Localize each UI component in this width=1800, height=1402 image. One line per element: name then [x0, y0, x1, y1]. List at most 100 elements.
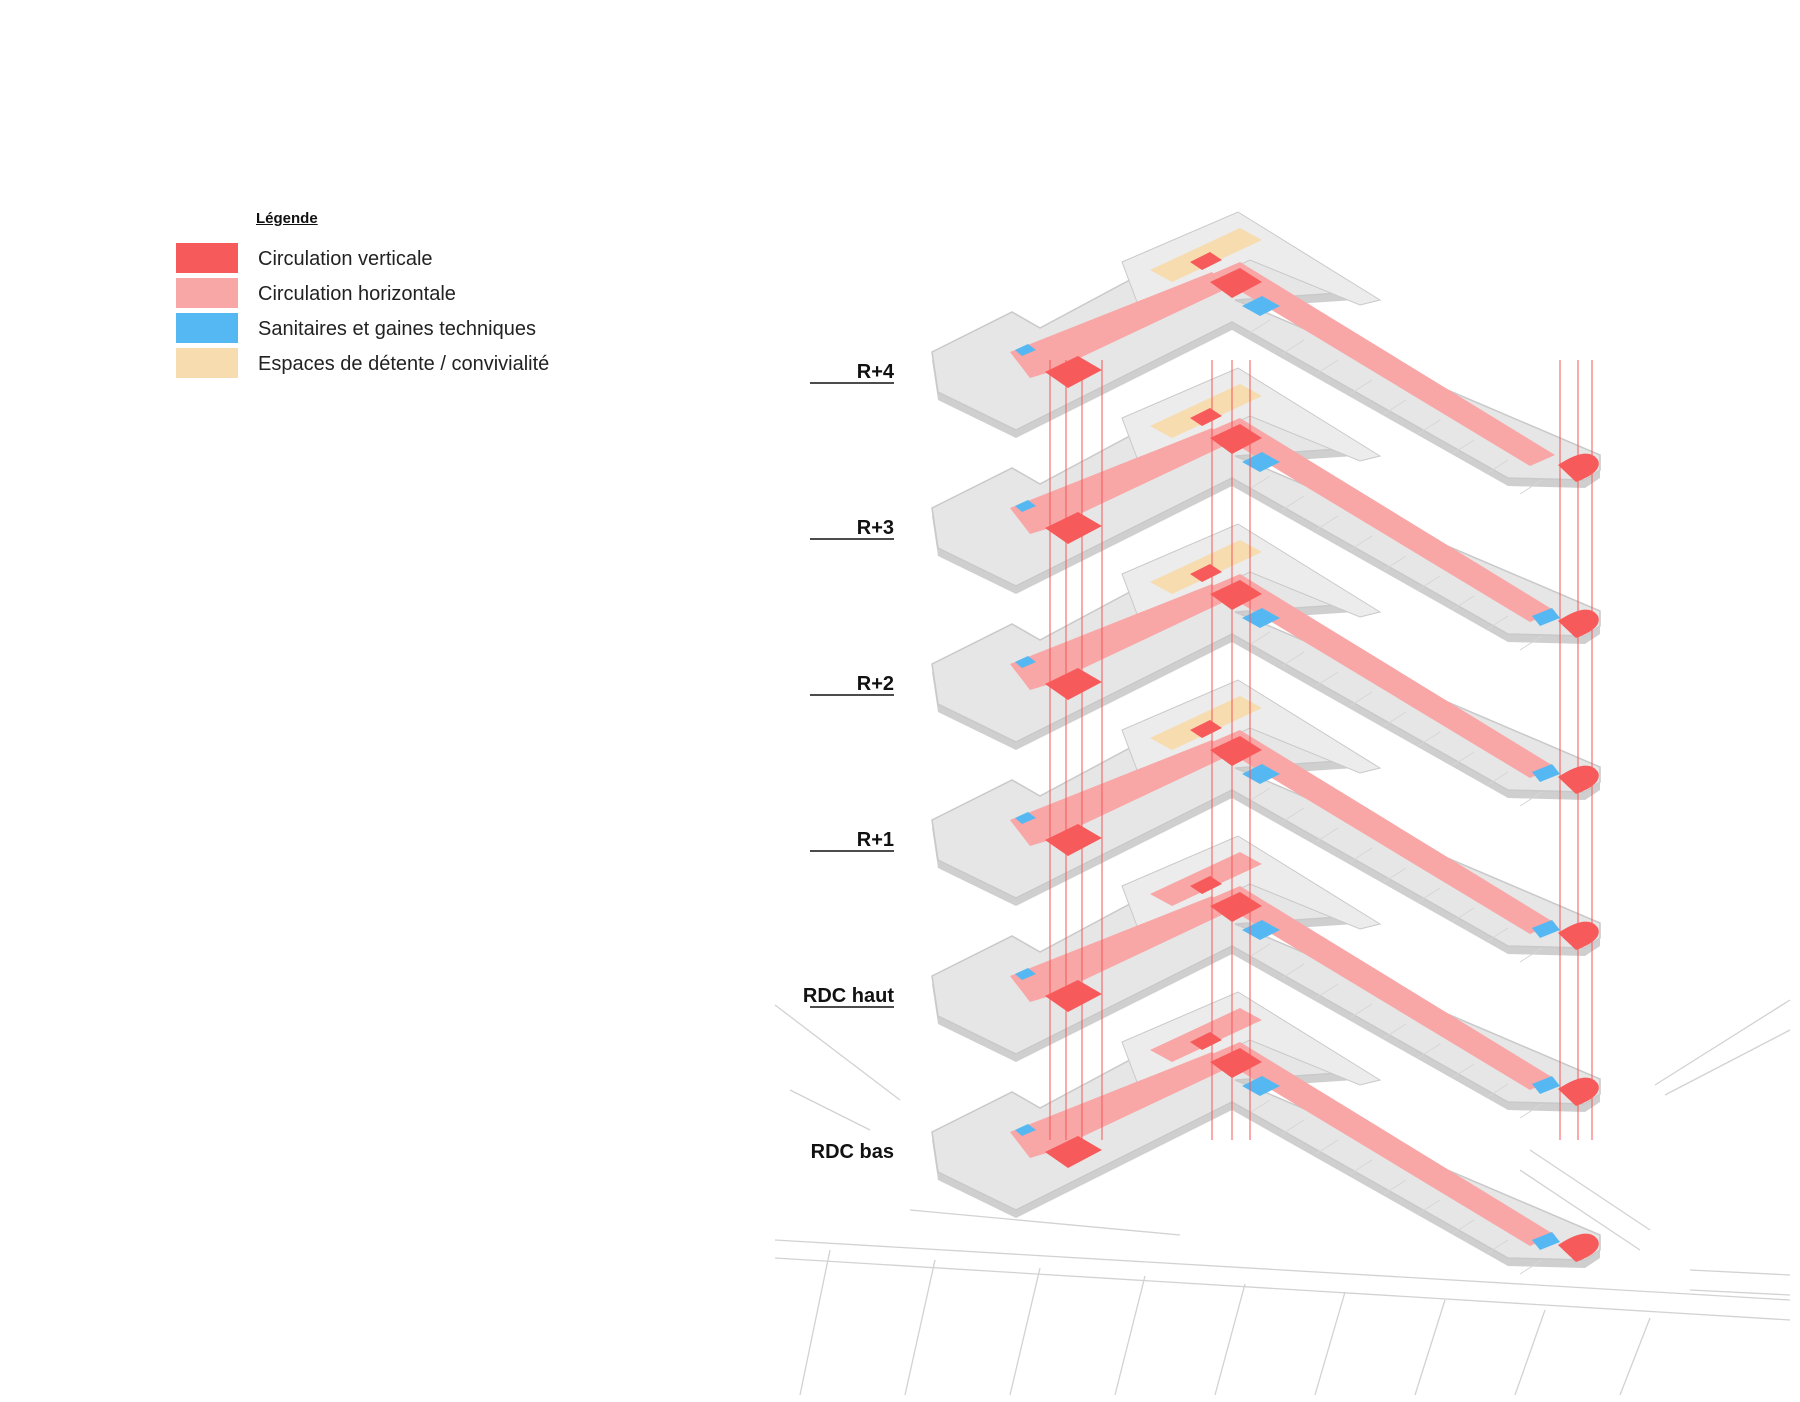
vertical-circulation-core	[1045, 356, 1102, 388]
partition-line	[1281, 339, 1305, 355]
partition-line	[1383, 867, 1407, 883]
partition-line	[1247, 319, 1271, 335]
horizontal-circulation	[1212, 886, 1555, 1090]
vertical-circulation-core	[1190, 1032, 1222, 1050]
vertical-circulation-core	[1190, 408, 1222, 426]
partition-line	[1247, 943, 1271, 959]
horizontal-circulation	[1010, 896, 1228, 1002]
vertical-circulation-core	[1210, 268, 1262, 298]
legend-label: Circulation horizontale	[258, 283, 456, 305]
legend-swatch-beige	[176, 348, 238, 378]
partition-line	[1315, 515, 1339, 531]
ground-line	[1689, 1289, 1791, 1296]
partition-line	[1247, 475, 1271, 491]
slab-top	[931, 1001, 1601, 1261]
ground-line	[1314, 1291, 1346, 1396]
floor-slab-0	[931, 211, 1601, 495]
ground-line	[909, 1209, 1181, 1236]
ground-line	[774, 1257, 1791, 1321]
ground-line	[904, 1259, 936, 1396]
vertical-circulation-core	[1045, 824, 1102, 856]
ground-plan	[774, 999, 1791, 1396]
sanitary-block	[1532, 764, 1560, 782]
vertical-circulation-core	[1045, 1136, 1102, 1168]
partition-line	[1417, 731, 1441, 747]
partition-line	[1383, 399, 1407, 415]
vertical-circulation-core	[1190, 876, 1222, 894]
floor-slab-5	[931, 991, 1601, 1275]
floor-slab-2	[931, 523, 1601, 807]
partition-line	[1519, 635, 1543, 651]
ground-line	[774, 1239, 1791, 1301]
vertical-circulation-core	[1210, 580, 1262, 610]
ground-line	[799, 1249, 831, 1396]
sanitary-block	[1015, 1124, 1036, 1136]
partition-line	[1315, 359, 1339, 375]
partition-line	[1451, 907, 1475, 923]
ground-line	[1529, 1149, 1651, 1231]
horizontal-circulation	[1010, 428, 1228, 534]
ground-line	[1689, 1269, 1791, 1276]
ground-line	[1414, 1299, 1446, 1396]
floor-slab-1	[931, 367, 1601, 651]
vertical-circulation-core	[1190, 720, 1222, 738]
partition-line	[1451, 439, 1475, 455]
vertical-circulation-core	[1190, 252, 1222, 270]
floor-slab-3	[931, 679, 1601, 963]
partition-line	[1247, 1099, 1271, 1115]
partition-line	[1519, 479, 1543, 495]
legend-label: Espaces de détente / convivialité	[258, 353, 550, 375]
horizontal-circulation	[1212, 574, 1555, 778]
partition-line	[1417, 1043, 1441, 1059]
partition-line	[1247, 787, 1271, 803]
sanitary-block	[1532, 1076, 1560, 1094]
legend-swatch-pink	[176, 278, 238, 308]
partition-line	[1383, 1023, 1407, 1039]
partition-line	[1417, 1199, 1441, 1215]
partition-line	[1451, 1219, 1475, 1235]
partition-line	[1349, 379, 1373, 395]
ground-line	[1009, 1267, 1041, 1396]
ground-line	[1114, 1275, 1146, 1396]
horizontal-circulation	[1010, 272, 1228, 378]
partition-line	[1315, 1139, 1339, 1155]
ground-line	[1519, 1169, 1641, 1251]
vertical-circulation-core	[1045, 980, 1102, 1012]
slab-top	[931, 533, 1601, 793]
partition-line	[1485, 1239, 1509, 1255]
partition-line	[1281, 807, 1305, 823]
sanitary-block	[1242, 452, 1280, 472]
horizontal-circulation	[1212, 730, 1555, 934]
partition-line	[1281, 963, 1305, 979]
ground-line	[1514, 1309, 1546, 1396]
vertical-circulation-core	[1210, 736, 1262, 766]
partition-line	[1451, 751, 1475, 767]
legend-label: Sanitaires et gaines techniques	[258, 318, 536, 340]
partition-line	[1519, 1259, 1543, 1275]
ground-line	[1654, 999, 1791, 1086]
partition-line	[1349, 1003, 1373, 1019]
floor-slab-4	[931, 835, 1601, 1119]
partition-line	[1417, 419, 1441, 435]
partition-line	[1383, 1179, 1407, 1195]
floor-label: R+4	[857, 361, 895, 383]
floor-label: R+2	[857, 673, 894, 695]
vertical-circulation-core	[1210, 892, 1262, 922]
partition-line	[1485, 615, 1509, 631]
partition-line	[1281, 1119, 1305, 1135]
partition-line	[1383, 711, 1407, 727]
partition-line	[1315, 983, 1339, 999]
partition-line	[1349, 691, 1373, 707]
partition-line	[1349, 1159, 1373, 1175]
horizontal-circulation	[1212, 418, 1555, 622]
slab-top	[931, 221, 1601, 481]
sanitary-block	[1015, 968, 1036, 980]
sanitary-block	[1015, 344, 1036, 356]
partition-line	[1315, 827, 1339, 843]
partition-line	[1485, 459, 1509, 475]
partition-line	[1315, 671, 1339, 687]
legend-title: Légende	[256, 210, 318, 227]
partition-line	[1281, 495, 1305, 511]
horizontal-circulation	[1212, 262, 1555, 466]
partition-line	[1519, 1103, 1543, 1119]
